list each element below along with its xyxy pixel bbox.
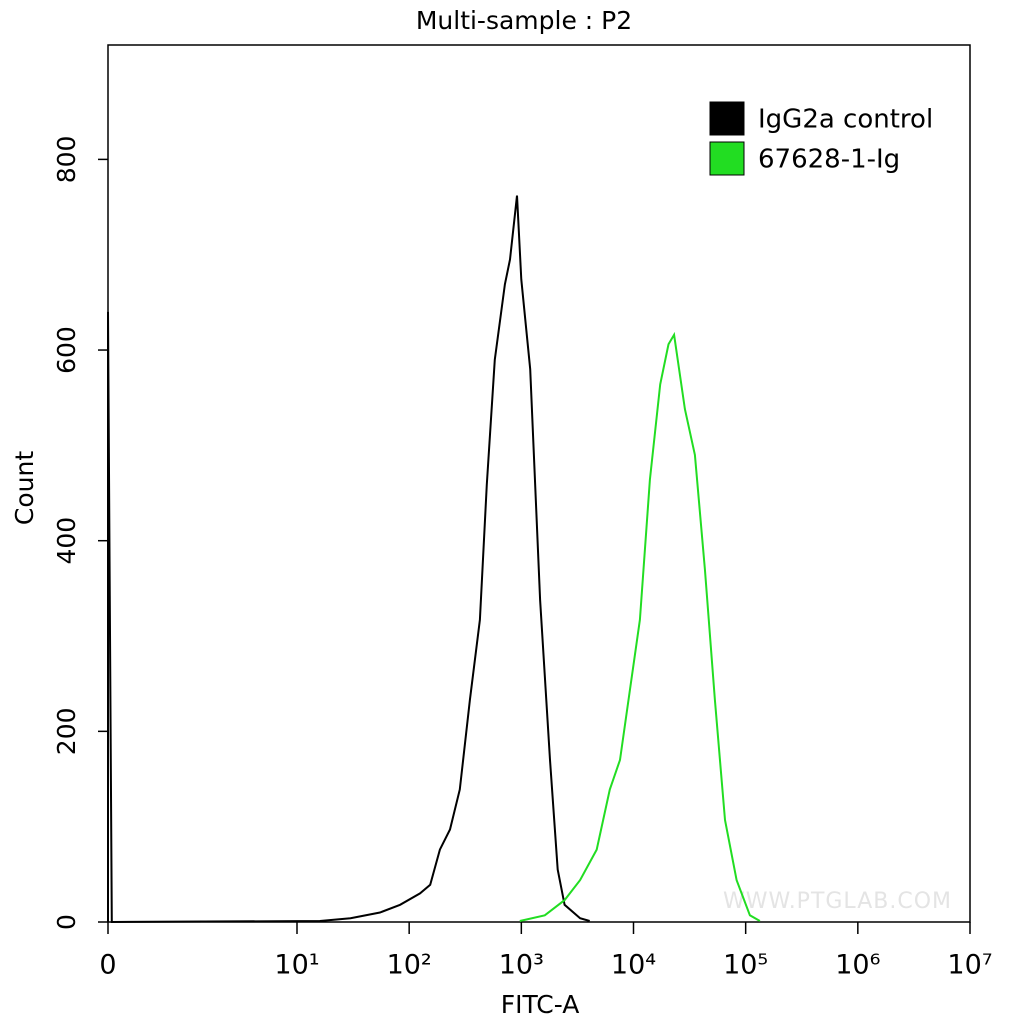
y-axis-label: Count (10, 451, 39, 525)
x-tick-label: 10⁵ (723, 950, 768, 981)
legend-label: 67628-1-Ig (758, 145, 900, 175)
x-tick-label: 10¹ (274, 950, 319, 981)
plot-frame (107, 44, 971, 923)
legend-label: IgG2a control (758, 105, 933, 135)
y-tick-label: 800 (52, 136, 81, 184)
x-tick-label: 10⁴ (611, 950, 656, 981)
y-tick-label: 600 (52, 326, 81, 374)
watermark: WWW.PTGLAB.COM (723, 889, 952, 914)
chart-title: Multi-sample : P2 (416, 6, 632, 35)
x-tick-label: 10⁷ (947, 950, 992, 981)
x-tick-label: 10⁶ (835, 950, 880, 981)
y-tick-label: 0 (52, 914, 81, 930)
x-tick-label: 10² (387, 950, 432, 981)
y-tick-label: 400 (52, 517, 81, 565)
x-axis-label: FITC-A (501, 990, 580, 1019)
histogram-line (107, 195, 590, 924)
x-tick-label: 10³ (499, 950, 544, 981)
histogram-line (519, 331, 761, 922)
legend-swatch (709, 101, 745, 136)
legend-swatch (709, 141, 745, 176)
y-tick-label: 200 (52, 707, 81, 755)
x-tick-label: 0 (99, 950, 116, 981)
